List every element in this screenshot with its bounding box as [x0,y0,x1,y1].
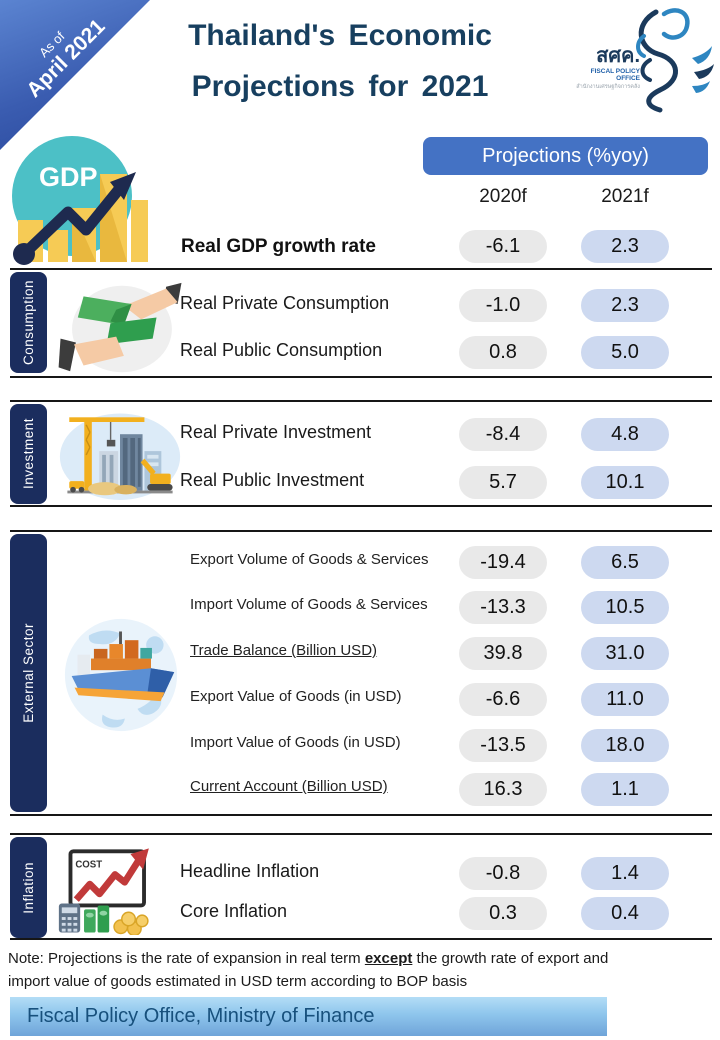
section-tab-label: Consumption [21,279,36,366]
footnote-suffix: the growth rate of export and import val… [8,950,609,990]
row-label: Export Value of Goods (in USD) [190,688,402,705]
row-2020-value: 5.7 [459,466,547,499]
row-2020-value: 39.8 [459,637,547,670]
svg-text:GDP: GDP [39,162,98,192]
section-tab-inflation: Inflation [10,837,47,938]
row-2021-value: 1.4 [581,857,669,890]
row-2020-value: -19.4 [459,546,547,579]
fpo-logo-text: สศค. FISCAL POLICY OFFICE สำนักงานเศรษฐก… [570,46,640,91]
gdp-icon: GDP [6,134,152,273]
page-title: Thailand's Economic Projections for 2021 [140,10,540,112]
inflation-icon: COST [55,843,175,940]
section-divider [10,400,712,402]
row-label: Real Private Investment [180,422,372,442]
fpo-swan-icon [636,8,714,113]
gdp-2020-value: -6.1 [459,230,547,263]
row-2020-value: 0.8 [459,336,547,369]
date-ribbon-text: As of April 2021 [0,0,135,127]
row-2020-value: 0.3 [459,897,547,930]
section-tab-investment: Investment [10,404,47,504]
section-divider [10,376,712,378]
section-tab-label: Investment [21,418,36,490]
column-header-2021f: 2021f [601,186,649,207]
row-label: Trade Balance (Billion USD) [190,642,378,659]
footer-bar: Fiscal Policy Office, Ministry of Financ… [10,997,607,1036]
row-label: Real Public Consumption [180,340,383,360]
section-tab-label: External Sector [21,623,36,723]
gdp-row-label: Real GDP growth rate [181,236,376,257]
row-2020-value: -1.0 [459,289,547,322]
fpo-thai-abbr: สศค. [596,45,640,67]
row-label: Import Volume of Goods & Services [190,596,428,613]
row-2020-value: 16.3 [459,773,547,806]
row-2020-value: -8.4 [459,418,547,451]
column-header-2020f: 2020f [479,186,527,207]
section-tab-external-sector: External Sector [10,534,47,812]
row-2021-value: 4.8 [581,418,669,451]
gdp-2021-value: 2.3 [581,230,669,263]
section-divider [10,530,712,532]
section-divider [10,938,712,940]
consumption-icon [58,281,184,382]
row-2020-value: -13.3 [459,591,547,624]
row-label: Export Volume of Goods & Services [190,551,429,568]
row-2021-value: 10.5 [581,591,669,624]
row-label: Headline Inflation [180,861,320,881]
row-2021-value: 10.1 [581,466,669,499]
row-label: Current Account (Billion USD) [190,778,388,795]
row-2021-value: 2.3 [581,289,669,322]
section-divider [10,814,712,816]
section-tab-label: Inflation [21,861,36,914]
footnote-prefix: Note: Projections is the rate of expansi… [8,950,365,967]
footer-text: Fiscal Policy Office, Ministry of Financ… [27,1005,375,1027]
projections-header: Projections (%yoy) [423,137,708,175]
fpo-name-th: สำนักงานเศรษฐกิจการคลัง [576,84,640,90]
row-2021-value: 6.5 [581,546,669,579]
external-sector-icon [62,616,180,739]
row-label: Import Value of Goods (in USD) [190,734,401,751]
row-2021-value: 5.0 [581,336,669,369]
row-2020-value: -6.6 [459,683,547,716]
section-divider [10,505,712,507]
fpo-logo: สศค. FISCAL POLICY OFFICE สำนักงานเศรษฐก… [560,2,716,114]
row-label: Real Public Investment [180,470,365,490]
row-2021-value: 11.0 [581,683,669,716]
row-2021-value: 31.0 [581,637,669,670]
row-2020-value: -0.8 [459,857,547,890]
fpo-name-en: FISCAL POLICY OFFICE [590,68,640,82]
svg-text:COST: COST [75,860,102,871]
footnote: Note: Projections is the rate of expansi… [8,948,640,993]
footnote-emphasis: except [364,950,413,967]
row-2021-value: 1.1 [581,773,669,806]
row-2020-value: -13.5 [459,729,547,762]
page-title-line2: Projections for 2021 [191,70,489,103]
date-ribbon: As of April 2021 [0,0,150,150]
section-tab-consumption: Consumption [10,272,47,373]
row-2021-value: 18.0 [581,729,669,762]
page-title-line1: Thailand's Economic [188,19,492,52]
section-divider [10,833,712,835]
row-label: Core Inflation [180,901,288,921]
row-label: Real Private Consumption [180,293,390,313]
section-divider [10,268,712,270]
investment-icon [58,406,182,505]
row-2021-value: 0.4 [581,897,669,930]
